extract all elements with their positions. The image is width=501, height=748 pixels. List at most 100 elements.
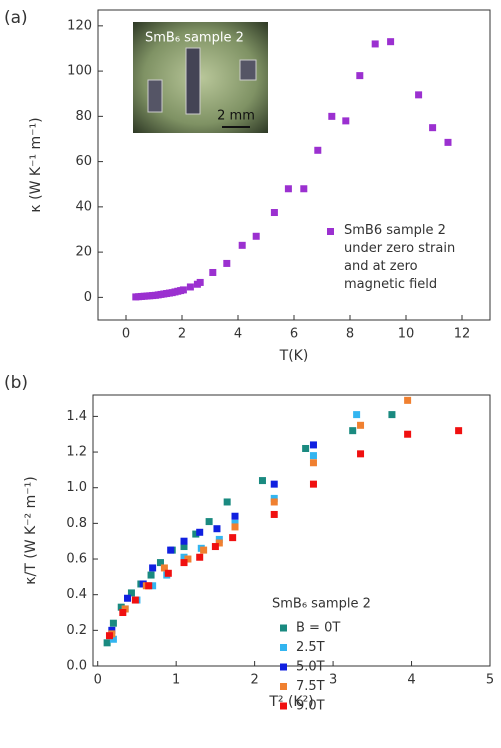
point — [357, 421, 365, 429]
point — [149, 564, 157, 572]
y-tick-label: 1.0 — [66, 480, 87, 495]
legend-label: 9.0T — [296, 699, 325, 714]
point — [415, 91, 423, 99]
point — [121, 605, 129, 613]
point — [145, 582, 153, 590]
point — [357, 450, 365, 458]
point — [147, 571, 155, 579]
point — [229, 534, 237, 542]
y-tick-label: 60 — [75, 154, 92, 169]
x-tick-label: 4 — [234, 327, 242, 342]
point — [444, 138, 452, 146]
point — [309, 480, 317, 488]
y-axis-title: κ (W K⁻¹ m⁻¹) — [28, 117, 44, 212]
point — [270, 480, 278, 488]
sample-piece — [239, 59, 257, 81]
point — [309, 452, 317, 460]
legend-label: 2.5T — [296, 640, 325, 655]
legend-label: 7.5T — [296, 679, 325, 694]
legend-title: SmB₆ sample 2 — [272, 597, 371, 612]
y-tick-label: 0.2 — [66, 623, 87, 638]
sample-piece — [147, 79, 163, 113]
sample-piece — [185, 47, 201, 115]
point — [156, 559, 164, 567]
point — [109, 619, 117, 627]
x-tick-label: 1 — [172, 673, 180, 688]
point — [205, 518, 213, 526]
point — [105, 632, 113, 640]
point — [211, 543, 219, 551]
x-tick-label: 12 — [454, 327, 471, 342]
point — [215, 539, 223, 547]
point — [388, 411, 396, 419]
point — [179, 286, 187, 294]
point — [184, 555, 192, 563]
x-axis-title: T(K) — [279, 348, 309, 364]
point — [252, 232, 260, 240]
point — [119, 609, 127, 617]
point — [117, 603, 125, 611]
legend-label: SmB6 sample 2 under zero strain and at z… — [344, 223, 456, 292]
point — [209, 268, 217, 276]
point — [180, 553, 188, 561]
point — [356, 72, 364, 80]
point — [127, 589, 135, 597]
legend-marker — [280, 624, 287, 632]
y-tick-label: 20 — [75, 245, 92, 260]
x-tick-label: 6 — [290, 327, 298, 342]
panel-label: (a) — [4, 8, 28, 28]
point — [167, 546, 175, 554]
point — [196, 528, 204, 536]
y-tick-label: 120 — [67, 18, 92, 33]
x-tick-label: 2 — [250, 673, 258, 688]
x-axis-title: T² (K²) — [268, 694, 313, 710]
point — [196, 278, 204, 286]
point — [192, 530, 200, 538]
x-tick-label: 10 — [398, 327, 415, 342]
point — [160, 564, 168, 572]
inset-label: SmB₆ sample 2 — [145, 31, 244, 46]
y-axis-title: κ/T (W K⁻² m⁻¹) — [23, 476, 39, 584]
point — [353, 411, 361, 419]
point — [270, 209, 278, 217]
legend-label: B = 0T — [296, 621, 340, 636]
x-tick-label: 0 — [122, 327, 130, 342]
x-tick-label: 5 — [486, 673, 494, 688]
legend-marker — [280, 702, 287, 710]
point — [314, 146, 322, 154]
scale-bar-label: 2 mm — [217, 109, 255, 124]
point — [238, 241, 246, 249]
y-tick-label: 80 — [75, 109, 92, 124]
legend-marker — [280, 683, 287, 690]
y-tick-label: 100 — [67, 64, 92, 79]
point — [231, 519, 239, 527]
point — [109, 635, 117, 643]
x-tick-label: 0 — [94, 673, 102, 688]
legend-marker — [327, 228, 334, 235]
y-tick-label: 0.8 — [66, 516, 87, 531]
point — [103, 639, 111, 647]
x-tick-label: 2 — [178, 327, 186, 342]
point — [186, 283, 194, 291]
point — [108, 626, 116, 634]
point — [404, 430, 412, 438]
point — [309, 459, 317, 467]
point — [349, 427, 357, 435]
point — [284, 185, 292, 193]
point — [231, 523, 239, 531]
y-tick-label: 0.0 — [66, 659, 87, 674]
x-tick-label: 3 — [329, 673, 337, 688]
point — [270, 498, 278, 506]
legend-marker — [280, 644, 287, 651]
point — [258, 477, 266, 485]
y-tick-label: 0.4 — [66, 587, 87, 602]
point — [309, 441, 317, 449]
point — [180, 559, 188, 567]
point — [180, 543, 188, 551]
point — [200, 546, 208, 554]
panel-label: (b) — [4, 373, 28, 393]
point — [387, 38, 395, 46]
point — [180, 537, 188, 545]
point — [270, 494, 278, 502]
